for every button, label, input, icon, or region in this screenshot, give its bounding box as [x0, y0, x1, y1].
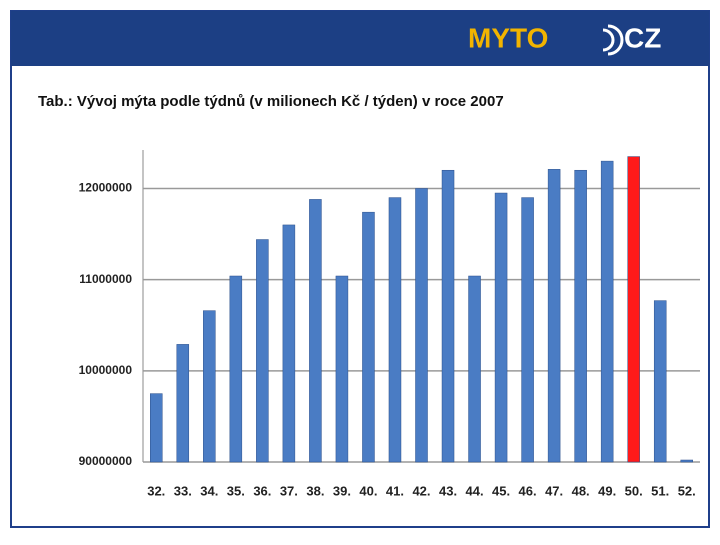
logo-right: CZ	[624, 22, 661, 53]
bar	[521, 197, 534, 463]
x-tick-label: 46.	[519, 483, 537, 498]
chart-title: Tab.: Vývoj mýta podle týdnů (v milionec…	[38, 93, 504, 110]
logo-left: MYTO	[468, 22, 548, 53]
bar	[600, 160, 614, 463]
x-tick-label: 32.	[147, 483, 165, 498]
bar	[388, 197, 402, 463]
bar	[256, 239, 269, 463]
x-tick-label: 43.	[439, 483, 457, 498]
x-tick-label: 40.	[359, 483, 377, 498]
x-tick-label: 51.	[651, 483, 669, 498]
y-tick-label: 90000000	[79, 454, 133, 468]
x-tick-label: 33.	[174, 483, 192, 498]
x-tick-label: 37.	[280, 483, 298, 498]
bar	[203, 310, 216, 463]
bar	[176, 344, 190, 463]
slide-frame	[10, 10, 710, 528]
x-tick-label: 35.	[227, 483, 245, 498]
logo-waves	[602, 24, 624, 56]
x-tick-label: 50.	[625, 483, 643, 498]
bar	[653, 300, 667, 463]
x-tick-label: 41.	[386, 483, 404, 498]
y-tick-label: 11000000	[79, 272, 132, 286]
bar	[574, 169, 587, 463]
x-tick-label: 52.	[678, 483, 696, 498]
x-tick-label: 47.	[545, 483, 563, 498]
bar	[362, 211, 375, 463]
bar	[680, 459, 693, 463]
y-tick-label: 12000000	[79, 181, 133, 195]
bar	[494, 192, 508, 463]
bar	[282, 224, 296, 463]
x-tick-label: 48.	[572, 483, 590, 498]
bar	[229, 275, 243, 463]
x-tick-label: 42.	[412, 483, 430, 498]
bar	[415, 188, 428, 463]
x-tick-label: 39.	[333, 483, 351, 498]
bar	[150, 393, 163, 463]
x-tick-label: 49.	[598, 483, 616, 498]
bar	[335, 275, 349, 463]
header-band	[11, 11, 709, 66]
x-tick-label: 36.	[253, 483, 271, 498]
x-tick-label: 34.	[200, 483, 218, 498]
bar	[627, 156, 640, 463]
bar	[441, 169, 455, 463]
bar	[309, 199, 322, 463]
x-tick-label: 45.	[492, 483, 510, 498]
x-tick-label: 44.	[466, 483, 484, 498]
bar	[547, 169, 561, 463]
x-tick-label: 38.	[306, 483, 324, 498]
y-tick-label: 10000000	[79, 363, 133, 377]
bar	[468, 275, 481, 463]
